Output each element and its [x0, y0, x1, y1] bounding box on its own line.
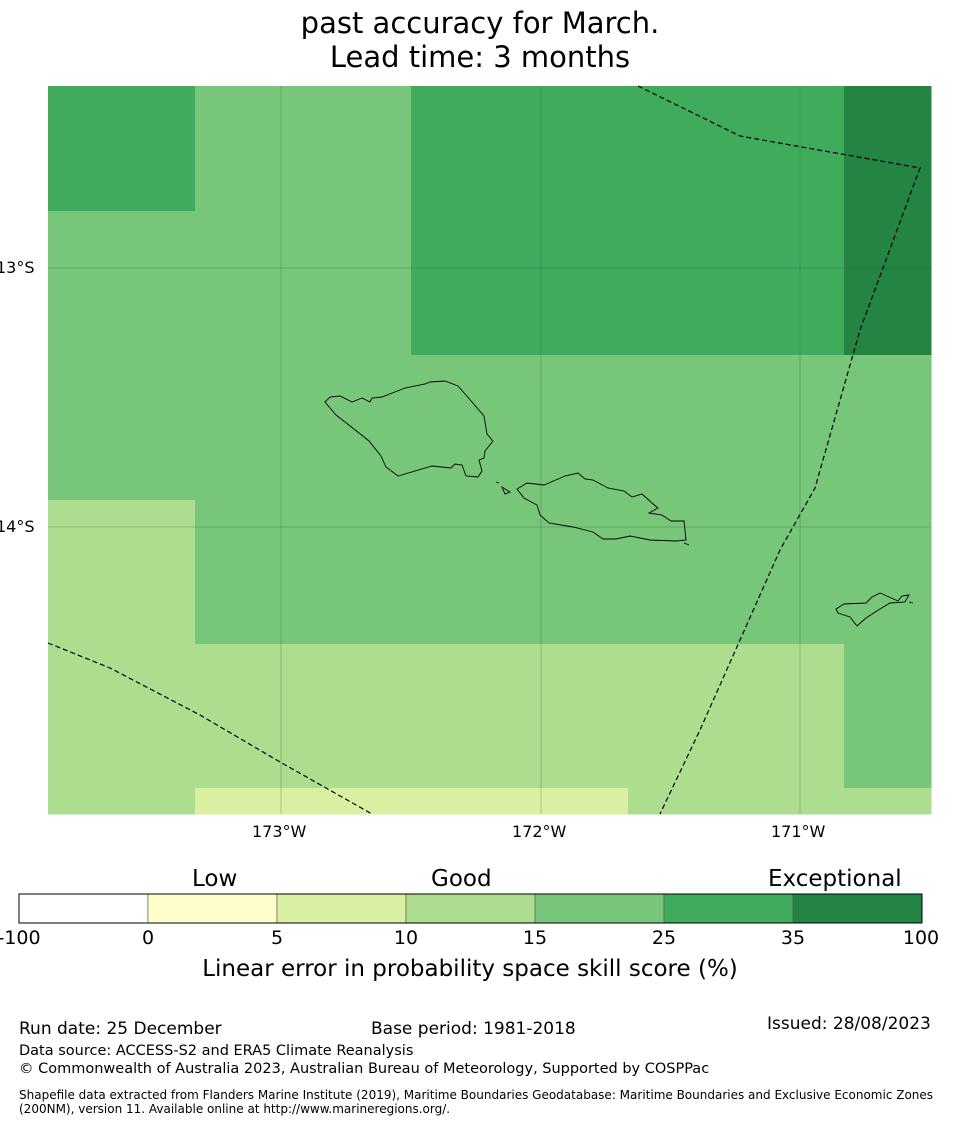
lon-label-172w: 172°W	[512, 822, 567, 841]
grid-cell	[541, 644, 629, 789]
colorbar-frame	[18, 893, 923, 924]
island-coastlines	[324, 380, 914, 627]
grid-cell	[541, 86, 629, 212]
issued-date: Issued: 28/08/2023	[767, 1014, 931, 1034]
map-title-line2: Lead time: 3 months	[329, 40, 631, 74]
tutuila-island	[835, 592, 910, 627]
colorbar-swatches	[18, 893, 923, 924]
category-exceptional: Exceptional	[768, 866, 902, 892]
grid-cell	[541, 355, 629, 501]
grid-cell	[628, 500, 845, 645]
grid-cell	[411, 500, 542, 645]
grid-cell	[195, 211, 282, 356]
colorbar-tick: 0	[141, 927, 155, 949]
colorbar-swatch	[792, 893, 923, 924]
grid-cell	[844, 500, 932, 645]
grid-cell	[281, 355, 412, 501]
colorbar-tick: -100	[0, 927, 41, 949]
colorbar-tick: 25	[651, 927, 677, 949]
grid-cell	[195, 644, 282, 789]
upolu-island	[516, 472, 687, 542]
grid-cell	[281, 644, 412, 789]
colorbar-swatch	[147, 893, 278, 924]
grid-cell	[411, 644, 542, 789]
grid-cell	[195, 86, 282, 212]
grid-cell	[48, 644, 196, 789]
grid-cell	[195, 788, 282, 815]
grid-cell	[411, 355, 542, 501]
grid-cell	[281, 500, 412, 645]
grid-cell	[48, 86, 196, 212]
grid-cell	[628, 355, 845, 501]
grid-cell	[48, 211, 196, 356]
grid-cell	[844, 355, 932, 501]
colorbar-tick: 10	[393, 927, 419, 949]
base-period: Base period: 1981-2018	[371, 1019, 576, 1039]
manono-islet	[501, 485, 511, 495]
colorbar-swatch	[534, 893, 665, 924]
grid-cell	[281, 788, 412, 815]
grid-cell	[48, 355, 196, 501]
grid-cell	[48, 500, 196, 645]
run-date: Run date: 25 December	[19, 1019, 222, 1039]
grid-cell	[844, 211, 932, 356]
grid-cell	[541, 211, 629, 356]
grid-cell	[195, 355, 282, 501]
colorbar-swatch	[18, 893, 149, 924]
savaii-island	[324, 380, 494, 478]
grid-cell	[411, 788, 542, 815]
grid-cell	[844, 788, 932, 815]
lat-label-14s: 14°S	[0, 517, 35, 536]
copyright: © Commonwealth of Australia 2023, Austra…	[19, 1061, 710, 1077]
colorbar-tick: 5	[270, 927, 284, 949]
grid-cell	[411, 86, 542, 212]
graticule-lines	[48, 86, 931, 814]
skill-grid-cells	[48, 86, 932, 815]
data-source: Data source: ACCESS-S2 and ERA5 Climate …	[19, 1043, 414, 1059]
grid-cell	[844, 644, 932, 789]
category-good: Good	[431, 866, 492, 892]
grid-cell	[411, 211, 542, 356]
grid-cell	[628, 211, 845, 356]
colorbar-tick: 15	[522, 927, 548, 949]
colorbar-swatch	[276, 893, 407, 924]
grid-cell	[628, 644, 845, 789]
colorbar-swatch	[405, 893, 536, 924]
grid-cell	[281, 86, 412, 212]
grid-cell	[628, 86, 845, 212]
shapefile-credit: Shapefile data extracted from Flanders M…	[19, 1088, 934, 1116]
grid-cell	[281, 211, 412, 356]
grid-cell	[844, 86, 932, 212]
lon-label-171w: 171°W	[771, 822, 826, 841]
colorbar-label: Linear error in probability space skill …	[202, 956, 738, 982]
grid-cell	[195, 500, 282, 645]
grid-cell	[628, 788, 845, 815]
grid-cell	[541, 500, 629, 645]
eez-boundaries	[47, 85, 921, 815]
grid-cell	[48, 788, 196, 815]
colorbar-tick: 100	[902, 927, 940, 949]
category-low: Low	[192, 866, 238, 892]
colorbar-swatch	[663, 893, 794, 924]
lon-label-173w: 173°W	[252, 822, 307, 841]
grid-cell	[541, 788, 629, 815]
colorbar-tick: 35	[780, 927, 806, 949]
map-title-line1: past accuracy for March.	[300, 6, 660, 40]
lat-label-13s: 13°S	[0, 258, 35, 277]
